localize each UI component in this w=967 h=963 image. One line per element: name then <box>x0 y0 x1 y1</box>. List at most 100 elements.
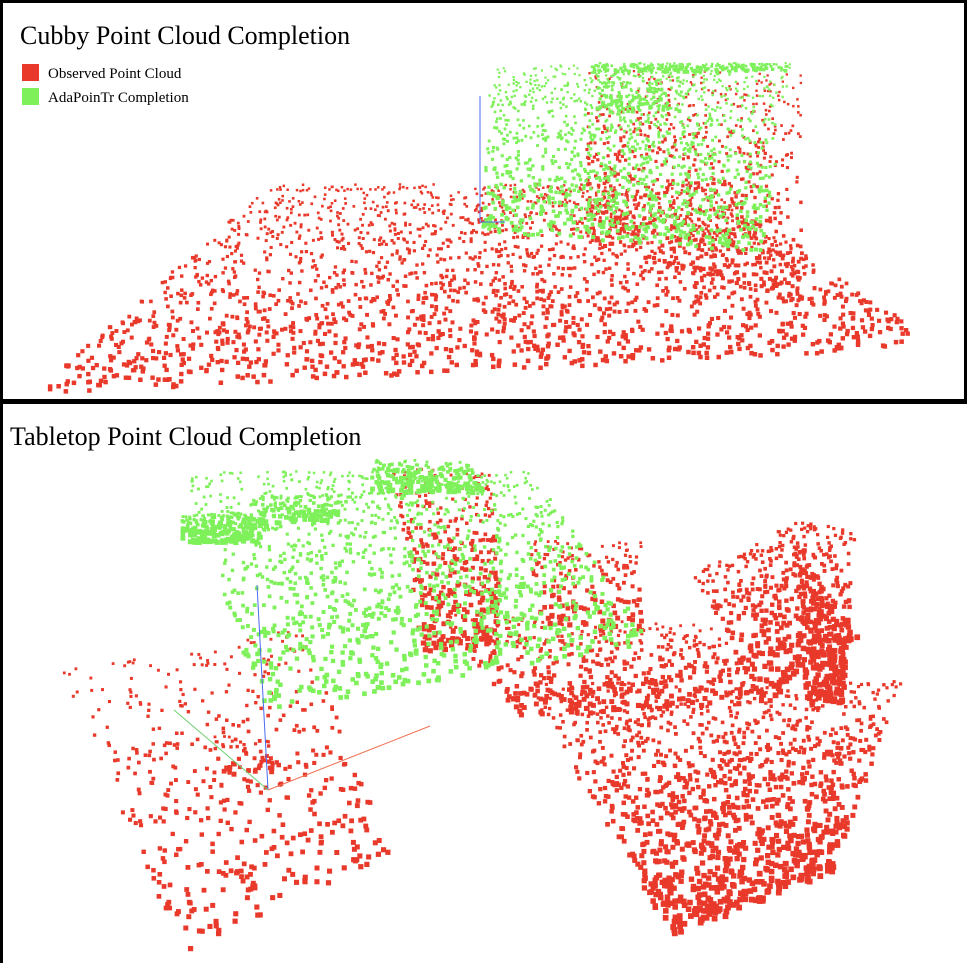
point <box>197 336 201 340</box>
point <box>204 907 209 912</box>
point <box>653 235 657 239</box>
point <box>670 255 673 258</box>
point <box>694 285 698 289</box>
point <box>325 822 330 827</box>
point <box>817 339 821 343</box>
point <box>630 177 633 180</box>
point <box>756 131 759 134</box>
point <box>190 742 194 746</box>
point <box>645 157 648 160</box>
point <box>710 162 713 165</box>
point <box>509 318 513 322</box>
point <box>324 307 328 311</box>
point <box>623 135 626 138</box>
point <box>593 68 596 71</box>
point <box>575 184 578 187</box>
point <box>856 339 860 343</box>
point <box>754 248 758 252</box>
point <box>688 133 691 136</box>
point <box>152 876 157 881</box>
point <box>531 164 534 167</box>
point <box>394 361 398 365</box>
point <box>363 202 366 205</box>
point <box>299 300 303 304</box>
point <box>196 327 200 331</box>
point <box>595 64 598 67</box>
point <box>505 91 507 93</box>
point <box>510 221 514 225</box>
point <box>230 252 233 255</box>
point <box>626 354 631 359</box>
point <box>666 78 668 80</box>
point <box>753 63 755 65</box>
point <box>482 188 485 191</box>
point <box>517 154 520 157</box>
point <box>783 277 787 281</box>
point <box>579 178 582 181</box>
point <box>314 264 317 267</box>
point <box>615 72 617 74</box>
point <box>687 155 690 158</box>
point <box>573 93 575 95</box>
point <box>126 702 129 705</box>
point <box>852 335 856 339</box>
point <box>535 67 537 69</box>
point <box>597 184 601 188</box>
point <box>344 336 348 340</box>
point <box>517 150 520 153</box>
point <box>519 256 522 259</box>
point <box>572 221 576 225</box>
point <box>491 201 495 205</box>
point <box>595 335 599 339</box>
point <box>619 169 622 172</box>
point <box>247 220 250 223</box>
point <box>659 249 663 253</box>
point <box>587 172 590 175</box>
point <box>495 172 498 175</box>
point <box>597 209 601 213</box>
point <box>483 310 487 314</box>
point <box>792 105 795 108</box>
point <box>669 63 671 65</box>
point <box>709 113 712 116</box>
point <box>134 821 138 825</box>
point <box>356 798 361 803</box>
point <box>769 95 771 97</box>
point <box>675 239 679 243</box>
point <box>788 292 792 296</box>
point <box>425 296 429 300</box>
point <box>393 191 396 194</box>
point <box>450 199 453 202</box>
point <box>283 185 286 188</box>
point <box>725 102 728 105</box>
point <box>601 89 604 92</box>
point <box>535 74 537 76</box>
point <box>714 136 717 139</box>
point <box>552 247 555 250</box>
point <box>653 212 657 216</box>
point <box>263 218 266 221</box>
point <box>599 97 602 100</box>
point <box>487 186 490 189</box>
point <box>604 71 606 73</box>
point <box>183 292 187 296</box>
point <box>645 153 648 156</box>
point <box>645 261 648 264</box>
point <box>754 304 758 308</box>
point <box>599 205 603 209</box>
point <box>257 286 261 290</box>
point <box>664 331 668 335</box>
point <box>639 117 642 120</box>
point <box>705 104 708 107</box>
point <box>832 348 837 353</box>
point <box>628 148 631 151</box>
point <box>708 196 711 199</box>
point <box>232 219 235 222</box>
point <box>598 349 602 353</box>
point <box>457 191 460 194</box>
point <box>544 85 546 87</box>
point <box>710 65 713 68</box>
point <box>751 112 754 115</box>
point <box>799 228 803 232</box>
point <box>587 234 590 237</box>
